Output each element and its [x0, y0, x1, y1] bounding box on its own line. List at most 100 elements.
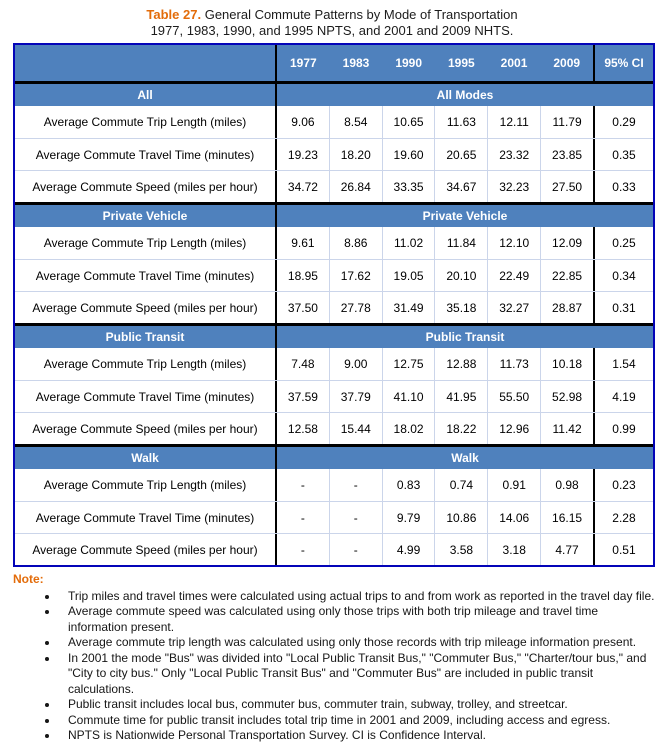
value-cell: 20.10: [434, 260, 487, 291]
value-cell: 37.79: [328, 381, 382, 412]
section-label-cell: All: [15, 84, 277, 106]
section-header-row: Private Vehicle Private Vehicle: [15, 202, 653, 227]
value-cell: 12.88: [434, 348, 487, 380]
section-span-cell: All Modes: [436, 88, 494, 102]
table-row: Average Commute Travel Time (minutes) - -9…: [15, 501, 653, 533]
year-header-cell: 1977: [289, 56, 317, 70]
notes-label: Note:: [13, 572, 44, 586]
value-cell: 9.00: [328, 348, 382, 380]
value-cell: 41.10: [381, 381, 435, 412]
ci-header-cell: 95% CI: [593, 45, 653, 81]
value-cell: -: [300, 478, 305, 492]
value-cell: 35.18: [434, 292, 487, 323]
value-cell: -: [328, 469, 382, 501]
year-header-cell: 1995: [448, 56, 475, 70]
table-row: Average Commute Trip Length (miles) 7.48 9…: [15, 348, 653, 380]
row-label-cell: Average Commute Travel Time (minutes): [15, 139, 277, 170]
value-cell: 14.06: [487, 502, 540, 533]
value-cell: 27.78: [328, 292, 382, 323]
year-header-cell: 1983: [342, 56, 370, 70]
row-label-cell: Average Commute Trip Length (miles): [15, 469, 277, 501]
table-row: Average Commute Trip Length (miles) - -0.8…: [15, 469, 653, 501]
ci-value-cell: 0.34: [592, 260, 653, 291]
ci-value-cell: 0.35: [592, 139, 653, 170]
table-title-line1: Table 27. General Commute Patterns by Mo…: [0, 7, 664, 23]
row-label-cell: Average Commute Speed (miles per hour): [15, 292, 277, 323]
section-label-cell: Walk: [15, 447, 277, 469]
row-label-cell: Average Commute Trip Length (miles): [15, 227, 277, 259]
value-cell: 17.62: [328, 260, 382, 291]
value-cell: -: [328, 502, 382, 533]
row-label-cell: Average Commute Trip Length (miles): [15, 348, 277, 380]
value-cell: 12.75: [381, 348, 435, 380]
year-header-cell: 1990: [395, 56, 423, 70]
value-cell: 8.54: [328, 106, 382, 138]
row-label-cell: Average Commute Travel Time (minutes): [15, 381, 277, 412]
value-cell: 0.74: [434, 469, 487, 501]
value-cell: 9.06: [291, 115, 315, 129]
row-label-cell: Average Commute Trip Length (miles): [15, 106, 277, 138]
table-row: Average Commute Speed (miles per hour) 12…: [15, 412, 653, 444]
note-item: Average commute speed was calculated usi…: [59, 604, 656, 635]
ci-value-cell: 2.28: [592, 502, 653, 533]
row-label-cell: Average Commute Speed (miles per hour): [15, 171, 277, 202]
notes-list: Trip miles and travel times were calcula…: [13, 589, 656, 744]
value-cell: 12.09: [540, 227, 593, 259]
value-cell: 12.96: [487, 413, 540, 444]
value-cell: 28.87: [540, 292, 593, 323]
table-row: Average Commute Speed (miles per hour) 37…: [15, 291, 653, 323]
value-cell: 32.27: [487, 292, 540, 323]
ci-value-cell: 1.54: [592, 348, 653, 380]
value-cell: 23.85: [540, 139, 593, 170]
value-cell: 9.79: [381, 502, 435, 533]
row-label-cell: Average Commute Speed (miles per hour): [15, 534, 277, 565]
value-cell: 11.79: [540, 106, 593, 138]
value-cell: 18.22: [434, 413, 487, 444]
value-cell: 9.61: [291, 236, 315, 250]
section-label-cell: Private Vehicle: [15, 205, 277, 227]
value-cell: 10.86: [434, 502, 487, 533]
value-cell: 11.42: [540, 413, 593, 444]
section-span-cell: Public Transit: [425, 330, 505, 344]
value-cell: 0.91: [487, 469, 540, 501]
value-cell: 22.85: [540, 260, 593, 291]
ci-value-cell: 4.19: [592, 381, 653, 412]
value-cell: 31.49: [381, 292, 435, 323]
table-header-row: 1977 1983 1990 1995 2001 2009 95% CI: [15, 45, 653, 81]
ci-value-cell: 0.99: [592, 413, 653, 444]
value-cell: 19.05: [381, 260, 435, 291]
value-cell: 23.32: [487, 139, 540, 170]
value-cell: 37.50: [287, 300, 318, 315]
value-cell: 10.18: [540, 348, 593, 380]
value-cell: 55.50: [487, 381, 540, 412]
table-row: Average Commute Trip Length (miles) 9.06 8…: [15, 106, 653, 138]
note-item: Commute time for public transit includes…: [59, 713, 656, 729]
value-cell: 16.15: [540, 502, 593, 533]
ci-value-cell: 0.29: [592, 106, 653, 138]
table-row: Average Commute Travel Time (minutes) 18.…: [15, 259, 653, 291]
value-cell: 11.73: [487, 348, 540, 380]
table-row: Average Commute Speed (miles per hour) 34…: [15, 170, 653, 202]
value-cell: 7.48: [291, 357, 315, 371]
value-cell: 8.86: [328, 227, 382, 259]
value-cell: 26.84: [328, 171, 382, 202]
note-item: In 2001 the mode "Bus" was divided into …: [59, 651, 656, 698]
table-number: Table 27.: [146, 7, 202, 22]
table-row: Average Commute Travel Time (minutes) 19.…: [15, 138, 653, 170]
row-label-cell: Average Commute Speed (miles per hour): [15, 413, 277, 444]
value-cell: 27.50: [540, 171, 593, 202]
value-cell: 0.98: [540, 469, 593, 501]
note-item: Public transit includes local bus, commu…: [59, 697, 656, 713]
value-cell: 10.65: [381, 106, 435, 138]
value-cell: 11.02: [381, 227, 435, 259]
note-item: NPTS is Nationwide Personal Transportati…: [59, 728, 656, 744]
ci-value-cell: 0.51: [592, 534, 653, 565]
commute-table: 1977 1983 1990 1995 2001 2009 95% CI All All M…: [13, 43, 655, 567]
table-title: Table 27. General Commute Patterns by Mo…: [0, 0, 664, 39]
value-cell: 11.84: [434, 227, 487, 259]
value-cell: 18.20: [328, 139, 382, 170]
value-cell: 20.65: [434, 139, 487, 170]
header-empty-cell: [15, 45, 277, 81]
table-title-text: General Commute Patterns by Mode of Tran…: [201, 7, 518, 22]
value-cell: 4.99: [381, 534, 435, 565]
